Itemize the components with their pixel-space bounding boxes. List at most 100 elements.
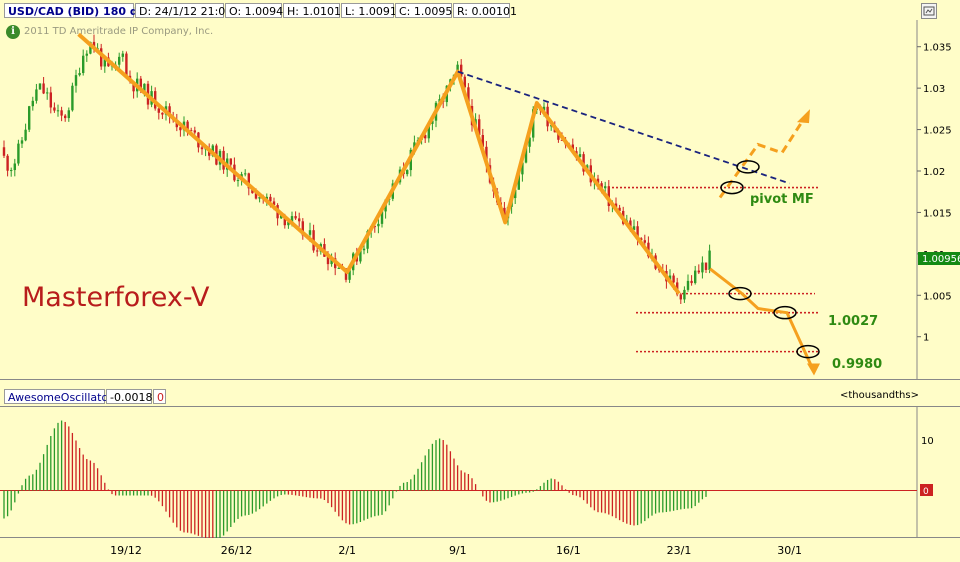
- forecast-path: [709, 109, 820, 376]
- candle-body: [424, 135, 427, 139]
- candle-body: [193, 130, 196, 133]
- time-tick-label: 9/1: [449, 544, 467, 557]
- candle-body: [100, 48, 103, 67]
- candle-body: [254, 193, 258, 199]
- candle-body: [683, 289, 686, 300]
- symbol-label[interactable]: USD/CAD (BID) 180 d 4h: [4, 3, 157, 18]
- oscillator-name[interactable]: AwesomeOscillator: [4, 389, 113, 404]
- candle-body: [244, 173, 247, 175]
- candle-body: [362, 248, 366, 251]
- candle-body: [103, 57, 106, 67]
- candle-body: [694, 270, 697, 284]
- candle-body: [283, 215, 286, 226]
- candle-body: [406, 170, 409, 175]
- forecast-up-arrowhead: [797, 109, 810, 124]
- candle-body: [380, 211, 384, 224]
- price-tick-label: 1.02: [923, 167, 945, 178]
- candle-body: [38, 83, 42, 90]
- level-markers: [720, 160, 820, 359]
- candle-body: [2, 147, 6, 156]
- candle-body: [89, 41, 92, 54]
- time-tick-label: 16/1: [556, 544, 581, 557]
- candle-body: [632, 226, 636, 230]
- candle-body: [272, 201, 276, 206]
- candle-body: [67, 110, 70, 119]
- candle-body: [6, 155, 9, 171]
- date-readout: D: 24/1/12 21:00: [135, 3, 232, 18]
- candle-body: [132, 81, 135, 92]
- window-menu-icon[interactable]: [921, 3, 937, 19]
- last-price-tag-box: [918, 252, 960, 265]
- close-readout: C: 1.00956: [395, 3, 459, 18]
- candle-body: [337, 267, 340, 269]
- copyright-notice: 2011 TD Ameritrade IP Company, Inc.: [24, 26, 214, 37]
- candle-body: [467, 87, 470, 107]
- price-tick-label: 1.03: [923, 84, 945, 95]
- candle-body: [35, 89, 38, 101]
- candle-body: [236, 180, 240, 182]
- candle-body: [697, 270, 700, 273]
- candle-body: [521, 162, 524, 175]
- candle-body: [53, 107, 56, 111]
- price-tick-label: 1.035: [923, 43, 952, 54]
- candle-body: [287, 221, 290, 226]
- oscillator-bars: [3, 420, 707, 538]
- candle-body: [604, 186, 607, 189]
- candle-body: [618, 207, 621, 211]
- candle-body: [478, 119, 481, 136]
- candle-body: [330, 258, 333, 265]
- candle-body: [672, 275, 675, 283]
- candle-body: [344, 268, 348, 280]
- last-price-tag-text: 1.00956: [922, 254, 960, 265]
- candle-body: [427, 123, 430, 139]
- oscillator-chart[interactable]: 10 0: [0, 406, 960, 538]
- candle-body: [10, 170, 13, 172]
- candle-body: [503, 207, 506, 219]
- price-tick-label: 1.005: [923, 291, 952, 302]
- candle-body: [578, 154, 582, 157]
- watermark-text: Masterforex-V: [22, 282, 210, 313]
- price-tick-label: 1: [923, 333, 929, 344]
- candle-body: [377, 223, 380, 227]
- candle-body: [121, 53, 124, 57]
- candle-body: [294, 216, 297, 219]
- candle-body: [71, 85, 74, 111]
- candle-body: [265, 196, 268, 199]
- candle-body: [298, 218, 301, 222]
- candle-body: [280, 215, 283, 219]
- price-tick-label: 1.025: [923, 126, 952, 137]
- horizontal-levels: [612, 186, 818, 353]
- oscillator-zero-box: 0: [153, 389, 166, 404]
- candle-body: [640, 238, 643, 241]
- header-bar: USD/CAD (BID) 180 d 4h D: 24/1/12 21:00 …: [0, 0, 960, 22]
- candle-body: [560, 139, 564, 141]
- time-tick-label: 30/1: [777, 544, 802, 557]
- info-icon-glyph: i: [11, 26, 15, 37]
- time-tick-label: 23/1: [667, 544, 692, 557]
- candle-body: [290, 216, 294, 222]
- candle-body: [258, 196, 261, 199]
- osc-zero-tag-box: [920, 484, 933, 496]
- pivot-label: pivot MF: [750, 192, 814, 207]
- candle-body: [161, 112, 164, 115]
- wave-line: [77, 32, 681, 295]
- candle-body: [13, 163, 16, 171]
- last-price-tag: 1.00956: [918, 252, 960, 265]
- candle-body: [49, 92, 52, 108]
- candle-body: [607, 186, 610, 206]
- time-ticks: 19/12 26/12 2/1 9/1 16/1 23/1 30/1: [110, 544, 802, 557]
- candle-body: [614, 203, 618, 208]
- candle-body: [708, 250, 711, 270]
- wave-pattern: [77, 32, 681, 295]
- candle-body: [82, 55, 85, 74]
- info-icon[interactable]: i: [6, 25, 20, 39]
- candle-body: [308, 230, 312, 235]
- time-tick-label: 26/12: [221, 544, 253, 557]
- candle-body: [463, 76, 466, 88]
- marker-ellipse: [796, 344, 820, 359]
- forecast-down-line: [709, 267, 814, 369]
- time-tick-label: 2/1: [338, 544, 356, 557]
- candle-body: [636, 226, 639, 239]
